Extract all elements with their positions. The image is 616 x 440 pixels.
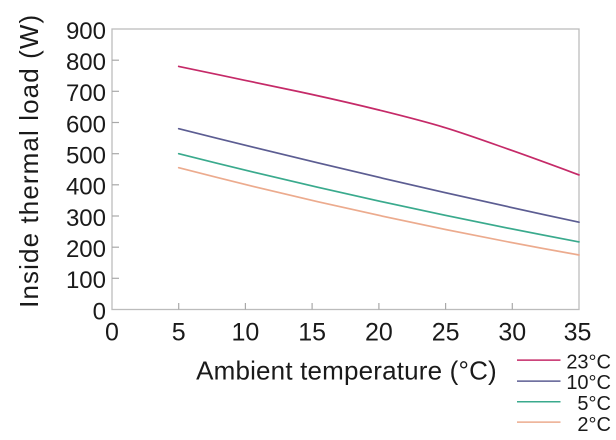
svg-text:0: 0 bbox=[105, 319, 119, 347]
svg-text:30: 30 bbox=[498, 319, 526, 347]
svg-text:0: 0 bbox=[93, 298, 106, 325]
svg-text:400: 400 bbox=[66, 174, 106, 201]
svg-text:Ambient temperature (°C): Ambient temperature (°C) bbox=[196, 356, 497, 386]
svg-text:5: 5 bbox=[172, 319, 186, 347]
svg-text:20: 20 bbox=[365, 319, 393, 347]
svg-text:900: 900 bbox=[66, 18, 106, 45]
svg-text:Inside thermal load (W): Inside thermal load (W) bbox=[14, 14, 44, 308]
svg-text:10: 10 bbox=[231, 319, 259, 347]
svg-text:600: 600 bbox=[66, 111, 106, 138]
svg-text:700: 700 bbox=[66, 80, 106, 107]
svg-text:23°C: 23°C bbox=[566, 351, 611, 373]
svg-text:100: 100 bbox=[66, 267, 106, 294]
svg-text:2°C: 2°C bbox=[577, 414, 611, 436]
svg-text:35: 35 bbox=[564, 319, 592, 347]
svg-text:300: 300 bbox=[66, 205, 106, 232]
svg-text:5°C: 5°C bbox=[577, 393, 611, 415]
svg-text:10°C: 10°C bbox=[566, 372, 611, 394]
svg-text:800: 800 bbox=[66, 49, 106, 76]
svg-text:25: 25 bbox=[432, 319, 460, 347]
svg-text:200: 200 bbox=[66, 236, 106, 263]
svg-text:15: 15 bbox=[298, 319, 326, 347]
svg-text:500: 500 bbox=[66, 143, 106, 170]
